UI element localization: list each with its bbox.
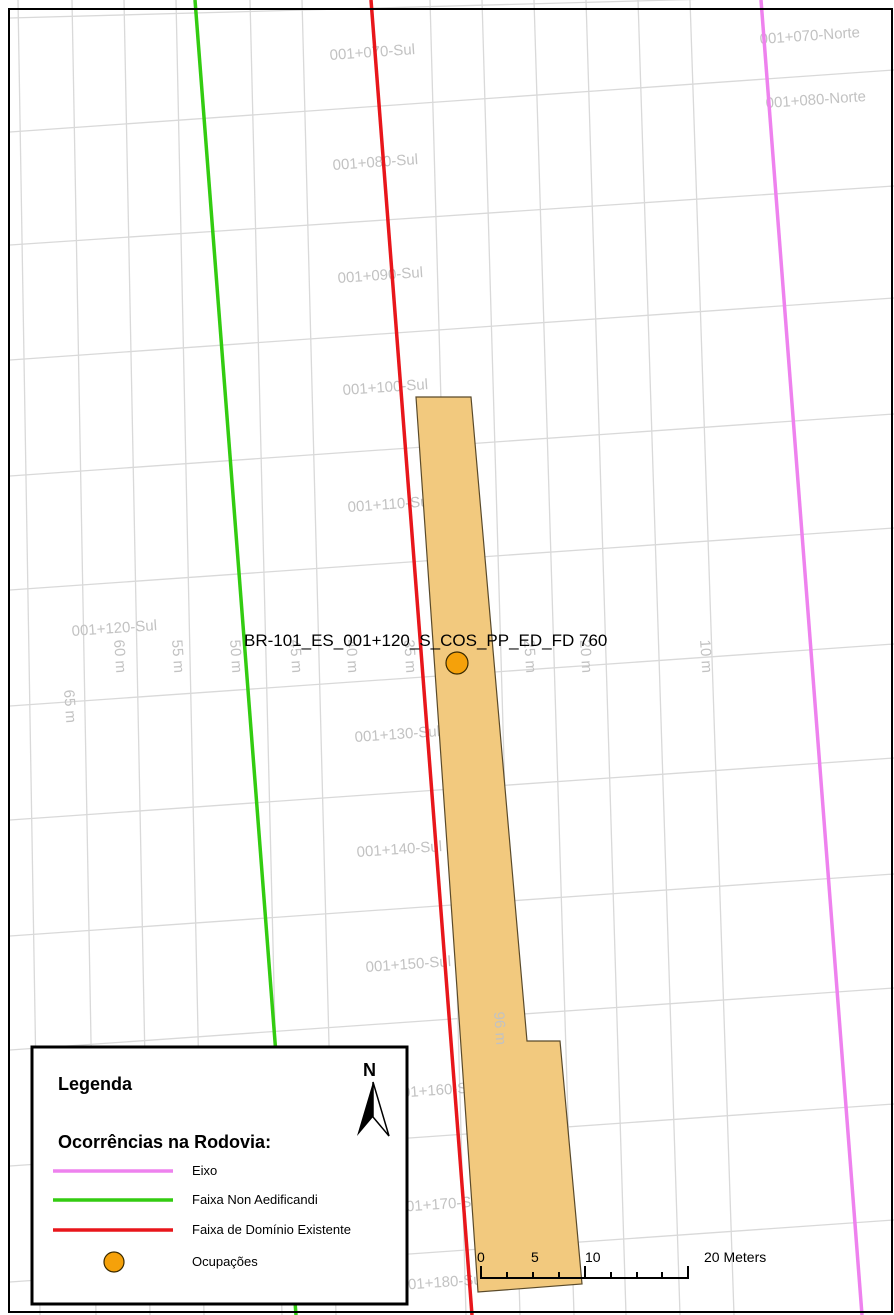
legend-subtitle: Ocorrências na Rodovia: — [58, 1132, 271, 1152]
offset-label: 35 m — [400, 639, 419, 673]
station-label: 001+080-Sul — [332, 151, 418, 174]
offset-label: 10 m — [696, 639, 715, 673]
ocupacao-point[interactable] — [445, 651, 469, 675]
offset-labels: 65 m 60 m 55 m 50 m 45 m 40 m 35 m 25 m … — [60, 639, 715, 723]
occurrence-label: BR-101_ES_001+120_S_COS_PP_ED_FD 760 — [244, 631, 607, 650]
scale-label: 10 — [585, 1249, 601, 1265]
offset-label: 50 m — [226, 639, 245, 673]
station-label: 001+070-Sul — [329, 41, 415, 64]
station-label: 001+100-Sul — [342, 376, 428, 399]
station-label: 001+140-Sul — [356, 838, 442, 861]
scale-label: 5 — [531, 1249, 539, 1265]
occupation-parcel[interactable] — [415, 396, 583, 1293]
station-label: 001+180-Sul — [399, 1271, 485, 1294]
offset-label: 20 m — [576, 639, 595, 673]
parcel-dimension-label: 96 m — [490, 1011, 509, 1045]
legend-title: Legenda — [58, 1074, 133, 1094]
offset-label: 25 m — [520, 639, 539, 673]
station-label: 001+090-Sul — [337, 264, 423, 287]
legend-item-faixa-dominio: Faixa de Domínio Existente — [192, 1222, 351, 1237]
offset-label: 45 m — [286, 639, 305, 673]
scale-bar: 0 5 10 20 Meters — [477, 1249, 766, 1279]
north-label: N — [363, 1060, 376, 1080]
station-label: 001+150-Sul — [365, 953, 451, 976]
legend-item-eixo: Eixo — [192, 1163, 217, 1178]
station-label: 001+130-Sul — [354, 723, 440, 746]
map-border — [8, 8, 893, 1313]
station-labels: 001+070-Sul 001+080-Sul 001+090-Sul 001+… — [71, 24, 866, 1294]
scale-label: 0 — [477, 1249, 485, 1265]
station-label: 001+070-Norte — [759, 24, 860, 48]
offset-label: 55 m — [168, 639, 187, 673]
offset-label: 60 m — [110, 639, 129, 673]
legend-item-ocupacoes: Ocupações — [192, 1254, 258, 1269]
legend-item-faixa-non-aedificandi: Faixa Non Aedificandi — [192, 1192, 318, 1207]
station-label: 001+120-Sul — [71, 617, 157, 640]
eixo-line[interactable] — [759, 0, 864, 1315]
scale-label: 20 Meters — [704, 1249, 766, 1265]
legend-swatch-ocupacoes — [103, 1251, 125, 1273]
north-arrow-icon: N — [357, 1060, 390, 1137]
station-label: 001+160-Sul — [393, 1079, 479, 1102]
legend: Legenda Ocorrências na Rodovia: N Eixo F… — [30, 1045, 409, 1306]
faixa-dominio-line[interactable] — [369, 0, 474, 1315]
station-label: 001+080-Norte — [765, 88, 866, 112]
offset-label: 65 m — [60, 689, 79, 723]
legend-box — [30, 1045, 409, 1306]
offset-label: 40 m — [342, 639, 361, 673]
